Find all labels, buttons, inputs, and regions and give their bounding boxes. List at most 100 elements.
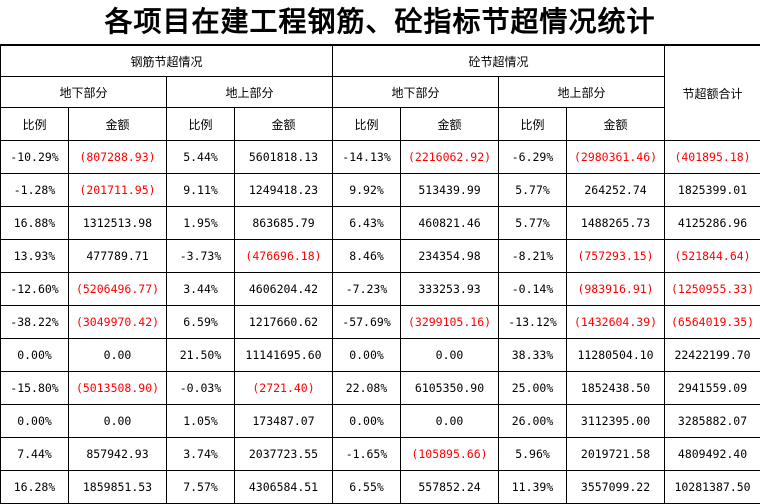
cell-concrete-underground-ratio[interactable]: -1.65% xyxy=(333,438,401,471)
cell-steel-aboveground-amount[interactable]: 11141695.60 xyxy=(235,339,333,372)
header-concrete-aboveground[interactable]: 地上部分 xyxy=(499,77,665,108)
cell-concrete-aboveground-ratio[interactable]: -8.21% xyxy=(499,240,567,273)
cell-steel-aboveground-ratio[interactable]: 5.44% xyxy=(167,141,235,174)
cell-steel-underground-ratio[interactable]: -12.60% xyxy=(1,273,69,306)
cell-total-amount[interactable]: 22422199.70 xyxy=(665,339,760,372)
cell-steel-aboveground-amount[interactable]: 863685.79 xyxy=(235,207,333,240)
cell-concrete-aboveground-amount[interactable]: 1488265.73 xyxy=(567,207,665,240)
cell-concrete-underground-ratio[interactable]: -7.23% xyxy=(333,273,401,306)
cell-concrete-underground-ratio[interactable]: 0.00% xyxy=(333,405,401,438)
cell-steel-underground-ratio[interactable]: -10.29% xyxy=(1,141,69,174)
cell-concrete-aboveground-amount[interactable]: (1432604.39) xyxy=(567,306,665,339)
cell-steel-aboveground-ratio[interactable]: -3.73% xyxy=(167,240,235,273)
cell-total-amount[interactable]: 3285882.07 xyxy=(665,405,760,438)
header-ratio[interactable]: 比例 xyxy=(333,108,401,141)
cell-steel-underground-ratio[interactable]: -1.28% xyxy=(1,174,69,207)
cell-steel-underground-ratio[interactable]: 0.00% xyxy=(1,339,69,372)
cell-steel-underground-amount[interactable]: (807288.93) xyxy=(69,141,167,174)
cell-concrete-aboveground-ratio[interactable]: -6.29% xyxy=(499,141,567,174)
cell-steel-underground-amount[interactable]: (201711.95) xyxy=(69,174,167,207)
cell-steel-aboveground-ratio[interactable]: 3.44% xyxy=(167,273,235,306)
cell-steel-aboveground-amount[interactable]: 1217660.62 xyxy=(235,306,333,339)
header-ratio[interactable]: 比例 xyxy=(1,108,69,141)
cell-concrete-aboveground-ratio[interactable]: 38.33% xyxy=(499,339,567,372)
header-amount[interactable]: 金额 xyxy=(567,108,665,141)
cell-concrete-underground-ratio[interactable]: 6.43% xyxy=(333,207,401,240)
header-amount[interactable]: 金额 xyxy=(69,108,167,141)
cell-steel-aboveground-amount[interactable]: (476696.18) xyxy=(235,240,333,273)
cell-concrete-aboveground-ratio[interactable]: 5.77% xyxy=(499,207,567,240)
cell-steel-underground-amount[interactable]: 1859851.53 xyxy=(69,471,167,504)
cell-concrete-underground-amount[interactable]: 557852.24 xyxy=(401,471,499,504)
cell-concrete-underground-amount[interactable]: 234354.98 xyxy=(401,240,499,273)
header-total[interactable]: 节超额合计 xyxy=(665,45,760,141)
cell-total-amount[interactable]: 2941559.09 xyxy=(665,372,760,405)
cell-total-amount[interactable]: (521844.64) xyxy=(665,240,760,273)
cell-concrete-underground-amount[interactable]: 333253.93 xyxy=(401,273,499,306)
cell-concrete-aboveground-ratio[interactable]: 26.00% xyxy=(499,405,567,438)
cell-concrete-aboveground-amount[interactable]: 11280504.10 xyxy=(567,339,665,372)
cell-concrete-underground-ratio[interactable]: 22.08% xyxy=(333,372,401,405)
cell-concrete-underground-amount[interactable]: 513439.99 xyxy=(401,174,499,207)
cell-concrete-underground-ratio[interactable]: -57.69% xyxy=(333,306,401,339)
cell-steel-underground-ratio[interactable]: 16.88% xyxy=(1,207,69,240)
cell-concrete-underground-ratio[interactable]: 0.00% xyxy=(333,339,401,372)
cell-concrete-underground-ratio[interactable]: 8.46% xyxy=(333,240,401,273)
header-steel-underground[interactable]: 地下部分 xyxy=(1,77,167,108)
cell-concrete-aboveground-amount[interactable]: 3557099.22 xyxy=(567,471,665,504)
header-ratio[interactable]: 比例 xyxy=(499,108,567,141)
header-amount[interactable]: 金额 xyxy=(401,108,499,141)
header-steel-aboveground[interactable]: 地上部分 xyxy=(167,77,333,108)
cell-steel-aboveground-ratio[interactable]: 1.95% xyxy=(167,207,235,240)
cell-steel-underground-ratio[interactable]: 0.00% xyxy=(1,405,69,438)
cell-concrete-underground-amount[interactable]: 460821.46 xyxy=(401,207,499,240)
cell-concrete-underground-ratio[interactable]: 9.92% xyxy=(333,174,401,207)
cell-steel-underground-amount[interactable]: 0.00 xyxy=(69,405,167,438)
cell-steel-underground-amount[interactable]: 857942.93 xyxy=(69,438,167,471)
header-steel[interactable]: 钢筋节超情况 xyxy=(1,45,333,77)
cell-steel-aboveground-ratio[interactable]: 6.59% xyxy=(167,306,235,339)
cell-steel-underground-amount[interactable]: 477789.71 xyxy=(69,240,167,273)
cell-total-amount[interactable]: 4809492.40 xyxy=(665,438,760,471)
cell-steel-aboveground-amount[interactable]: 2037723.55 xyxy=(235,438,333,471)
cell-total-amount[interactable]: 1825399.01 xyxy=(665,174,760,207)
cell-steel-underground-ratio[interactable]: 16.28% xyxy=(1,471,69,504)
cell-concrete-aboveground-amount[interactable]: 2019721.58 xyxy=(567,438,665,471)
cell-steel-aboveground-amount[interactable]: 4306584.51 xyxy=(235,471,333,504)
cell-concrete-aboveground-ratio[interactable]: 25.00% xyxy=(499,372,567,405)
header-concrete-underground[interactable]: 地下部分 xyxy=(333,77,499,108)
cell-steel-aboveground-ratio[interactable]: 7.57% xyxy=(167,471,235,504)
cell-steel-aboveground-ratio[interactable]: -0.03% xyxy=(167,372,235,405)
cell-concrete-underground-amount[interactable]: (2216062.92) xyxy=(401,141,499,174)
cell-concrete-aboveground-ratio[interactable]: 11.39% xyxy=(499,471,567,504)
cell-concrete-aboveground-ratio[interactable]: -0.14% xyxy=(499,273,567,306)
cell-concrete-underground-amount[interactable]: (3299105.16) xyxy=(401,306,499,339)
cell-steel-aboveground-ratio[interactable]: 9.11% xyxy=(167,174,235,207)
cell-steel-aboveground-amount[interactable]: 4606204.42 xyxy=(235,273,333,306)
cell-total-amount[interactable]: (1250955.33) xyxy=(665,273,760,306)
cell-concrete-aboveground-ratio[interactable]: -13.12% xyxy=(499,306,567,339)
cell-steel-aboveground-amount[interactable]: 173487.07 xyxy=(235,405,333,438)
cell-total-amount[interactable]: (401895.18) xyxy=(665,141,760,174)
cell-concrete-underground-amount[interactable]: 6105350.90 xyxy=(401,372,499,405)
cell-total-amount[interactable]: (6564019.35) xyxy=(665,306,760,339)
cell-concrete-underground-amount[interactable]: 0.00 xyxy=(401,405,499,438)
cell-steel-aboveground-amount[interactable]: 1249418.23 xyxy=(235,174,333,207)
cell-concrete-underground-ratio[interactable]: -14.13% xyxy=(333,141,401,174)
cell-steel-underground-amount[interactable]: 1312513.98 xyxy=(69,207,167,240)
cell-concrete-aboveground-amount[interactable]: 3112395.00 xyxy=(567,405,665,438)
cell-steel-aboveground-amount[interactable]: (2721.40) xyxy=(235,372,333,405)
cell-concrete-aboveground-amount[interactable]: (983916.91) xyxy=(567,273,665,306)
cell-concrete-aboveground-amount[interactable]: (757293.15) xyxy=(567,240,665,273)
cell-steel-underground-amount[interactable]: 0.00 xyxy=(69,339,167,372)
cell-concrete-aboveground-amount[interactable]: 264252.74 xyxy=(567,174,665,207)
cell-steel-underground-amount[interactable]: (5013508.90) xyxy=(69,372,167,405)
cell-steel-underground-amount[interactable]: (5206496.77) xyxy=(69,273,167,306)
cell-steel-underground-ratio[interactable]: -38.22% xyxy=(1,306,69,339)
header-amount[interactable]: 金额 xyxy=(235,108,333,141)
cell-concrete-aboveground-ratio[interactable]: 5.77% xyxy=(499,174,567,207)
cell-steel-underground-ratio[interactable]: 13.93% xyxy=(1,240,69,273)
cell-concrete-underground-amount[interactable]: 0.00 xyxy=(401,339,499,372)
cell-steel-aboveground-amount[interactable]: 5601818.13 xyxy=(235,141,333,174)
cell-steel-underground-ratio[interactable]: 7.44% xyxy=(1,438,69,471)
